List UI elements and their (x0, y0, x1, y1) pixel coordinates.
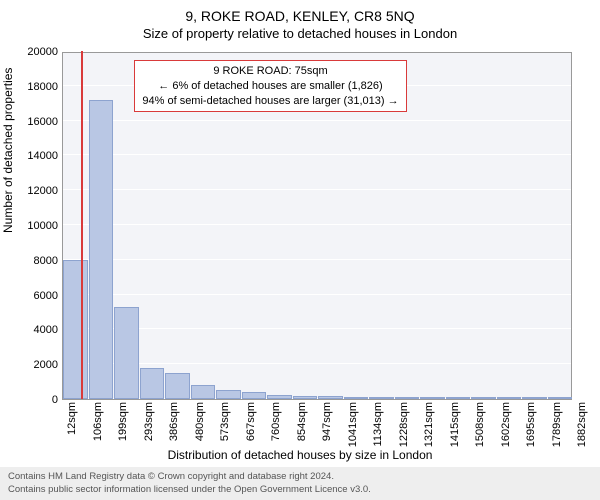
histogram-bar (522, 397, 547, 399)
x-tick-label: 760sqm (270, 402, 282, 441)
x-tick-label: 1602sqm (500, 402, 512, 447)
histogram-bar (318, 396, 343, 399)
gridline (63, 189, 571, 190)
x-tick-label: 1882sqm (576, 402, 588, 447)
page-subtitle: Size of property relative to detached ho… (0, 24, 600, 41)
footer-line-1: Contains HM Land Registry data © Crown c… (8, 471, 592, 483)
x-tick-label: 106sqm (92, 402, 104, 441)
x-tick-label: 947sqm (321, 402, 333, 441)
histogram-bar (191, 385, 216, 399)
x-tick-label: 1789sqm (551, 402, 563, 447)
gridline (63, 50, 571, 51)
footer: Contains HM Land Registry data © Crown c… (0, 467, 600, 500)
histogram-bar (497, 397, 522, 399)
x-tick-label: 199sqm (117, 402, 129, 441)
x-tick-label: 854sqm (296, 402, 308, 441)
x-tick-label: 293sqm (143, 402, 155, 441)
y-axis: 0200040006000800010000120001400016000180… (22, 52, 60, 400)
y-tick-label: 20000 (20, 46, 58, 58)
x-tick-label: 386sqm (168, 402, 180, 441)
histogram-bar (216, 390, 241, 399)
histogram-bar (395, 397, 420, 399)
gridline (63, 224, 571, 225)
x-tick-label: 1695sqm (525, 402, 537, 447)
x-tick-label: 1508sqm (474, 402, 486, 447)
page-title: 9, ROKE ROAD, KENLEY, CR8 5NQ (0, 0, 600, 24)
plot-background: 9 ROKE ROAD: 75sqm← 6% of detached house… (62, 52, 572, 400)
x-tick-label: 1228sqm (398, 402, 410, 447)
histogram-bar (165, 373, 190, 399)
y-tick-label: 16000 (20, 116, 58, 128)
histogram-bar (114, 307, 139, 399)
y-axis-label: Number of detached properties (1, 68, 15, 233)
histogram-bar (293, 396, 318, 399)
y-tick-label: 8000 (20, 255, 58, 267)
histogram-bar (267, 395, 292, 399)
y-tick-label: 12000 (20, 185, 58, 197)
y-tick-label: 14000 (20, 150, 58, 162)
x-tick-label: 1321sqm (423, 402, 435, 447)
x-axis-label: Distribution of detached houses by size … (0, 448, 600, 462)
property-marker-line (81, 51, 83, 399)
gridline (63, 294, 571, 295)
annotation-line-3: 94% of semi-detached houses are larger (… (142, 94, 398, 109)
histogram-bar (89, 100, 114, 399)
histogram-bar (242, 392, 267, 399)
annotation-box: 9 ROKE ROAD: 75sqm← 6% of detached house… (134, 60, 406, 113)
x-tick-label: 12sqm (66, 402, 78, 435)
histogram-bar (344, 397, 369, 399)
histogram-bar (548, 397, 573, 399)
gridline (63, 120, 571, 121)
histogram-bar (446, 397, 471, 399)
x-tick-label: 573sqm (219, 402, 231, 441)
histogram-bar (471, 397, 496, 399)
histogram-bar (63, 260, 88, 399)
x-tick-label: 667sqm (245, 402, 257, 441)
x-tick-label: 1041sqm (347, 402, 359, 447)
x-tick-label: 1134sqm (372, 402, 384, 446)
y-tick-label: 2000 (20, 359, 58, 371)
y-tick-label: 0 (20, 394, 58, 406)
y-tick-label: 6000 (20, 290, 58, 302)
gridline (63, 259, 571, 260)
footer-line-2: Contains public sector information licen… (8, 484, 592, 496)
y-tick-label: 18000 (20, 81, 58, 93)
gridline (63, 363, 571, 364)
x-tick-label: 480sqm (194, 402, 206, 441)
annotation-line-2: ← 6% of detached houses are smaller (1,8… (142, 79, 398, 94)
chart-plot: 9 ROKE ROAD: 75sqm← 6% of detached house… (62, 52, 572, 400)
histogram-bar (369, 397, 394, 399)
y-tick-label: 4000 (20, 324, 58, 336)
histogram-bar (420, 397, 445, 399)
y-tick-label: 10000 (20, 220, 58, 232)
gridline (63, 154, 571, 155)
histogram-bar (140, 368, 165, 399)
x-tick-label: 1415sqm (449, 402, 461, 447)
gridline (63, 328, 571, 329)
annotation-line-1: 9 ROKE ROAD: 75sqm (142, 64, 398, 79)
